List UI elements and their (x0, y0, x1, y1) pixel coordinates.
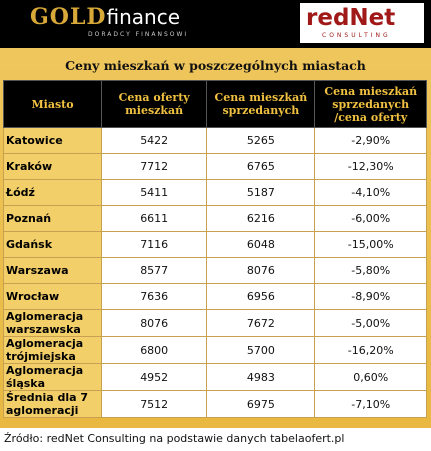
cell: -12,30% (314, 153, 427, 180)
table-row: Aglomeracja warszawska 8076 7672 -5,00% (2, 309, 427, 337)
logo-tagline: DORADCY FINANSOWI (88, 31, 189, 38)
cell: -5,00% (314, 309, 427, 337)
table-row: Katowice 5422 5265 -2,90% (2, 127, 427, 154)
city-name: Warszawa (2, 257, 103, 284)
cell: -15,00% (314, 231, 427, 258)
cell: 5700 (206, 336, 316, 364)
city-name: Aglomeracja warszawska (2, 309, 103, 337)
table-row: Gdańsk 7116 6048 -15,00% (2, 231, 427, 258)
price-table: Miasto Cena oferty mieszkań Cena mieszkań … (2, 80, 427, 418)
cell: -2,90% (314, 127, 427, 154)
cell: 5411 (101, 179, 208, 206)
city-name: Wrocław (2, 283, 103, 310)
table-row: Kraków 7712 6765 -12,30% (2, 153, 427, 180)
logo-bar: GOLDfinance DORADCY FINANSOWI redNet CON… (0, 0, 431, 48)
cell: -6,00% (314, 205, 427, 232)
cell: 4983 (206, 363, 316, 391)
cell: 6800 (101, 336, 208, 364)
gold-logo: GOLDfinance (30, 4, 180, 30)
column-header: Cena mieszkań sprzedanych (206, 80, 316, 128)
logo-text: redNet (306, 5, 396, 31)
table-row: Warszawa 8577 8076 -5,80% (2, 257, 427, 284)
cell: 7636 (101, 283, 208, 310)
rednet-logo: redNet CONSULTING (300, 3, 424, 43)
city-name: Średnia dla 7 aglomeracji (2, 390, 103, 418)
cell: 0,60% (314, 363, 427, 391)
cell: 6765 (206, 153, 316, 180)
cell: 6611 (101, 205, 208, 232)
table-row: Wrocław 7636 6956 -8,90% (2, 283, 427, 310)
cell: 5187 (206, 179, 316, 206)
cell: 6048 (206, 231, 316, 258)
cell: 8076 (101, 309, 208, 337)
column-header: Cena mieszkań sprzedanych /cena oferty (314, 80, 427, 128)
table-row: Aglomeracja trójmiejska 6800 5700 -16,20% (2, 336, 427, 364)
cell: 6216 (206, 205, 316, 232)
table-row: Poznań 6611 6216 -6,00% (2, 205, 427, 232)
source: Źródło: redNet Consulting na podstawie d… (4, 432, 345, 445)
city-name: Kraków (2, 153, 103, 180)
cell: 5422 (101, 127, 208, 154)
cell: 7512 (101, 390, 208, 418)
header-row: Miasto Cena oferty mieszkań Cena mieszkań … (2, 80, 427, 128)
cell: 4952 (101, 363, 208, 391)
city-name: Gdańsk (2, 231, 103, 258)
logo-tagline: CONSULTING (322, 32, 391, 39)
cell: 8577 (101, 257, 208, 284)
cell: 6956 (206, 283, 316, 310)
table-row: Średnia dla 7 aglomeracji 7512 6975 -7,10% (2, 390, 427, 418)
cell: 7712 (101, 153, 208, 180)
cell: -16,20% (314, 336, 427, 364)
city-name: Łódź (2, 179, 103, 206)
cell: 5265 (206, 127, 316, 154)
cell: 7116 (101, 231, 208, 258)
cell: 7672 (206, 309, 316, 337)
logo-text: finance (106, 5, 181, 29)
city-name: Katowice (2, 127, 103, 154)
cell: -7,10% (314, 390, 427, 418)
cell: -8,90% (314, 283, 427, 310)
city-name: Aglomeracja trójmiejska (2, 336, 103, 364)
cell: 6975 (206, 390, 316, 418)
city-name: Poznań (2, 205, 103, 232)
column-header: Cena oferty mieszkań (101, 80, 208, 128)
panel: GOLDfinance DORADCY FINANSOWI redNet CON… (0, 0, 431, 428)
column-header: Miasto (2, 80, 103, 128)
cell: 8076 (206, 257, 316, 284)
logo-text: GOLD (30, 4, 107, 30)
city-name: Aglomeracja śląska (2, 363, 103, 391)
cell: -5,80% (314, 257, 427, 284)
table-row: Aglomeracja śląska 4952 4983 0,60% (2, 363, 427, 391)
title: Ceny mieszkań w poszczególnych miastach (65, 58, 366, 73)
table-row: Łódź 5411 5187 -4,10% (2, 179, 427, 206)
cell: -4,10% (314, 179, 427, 206)
